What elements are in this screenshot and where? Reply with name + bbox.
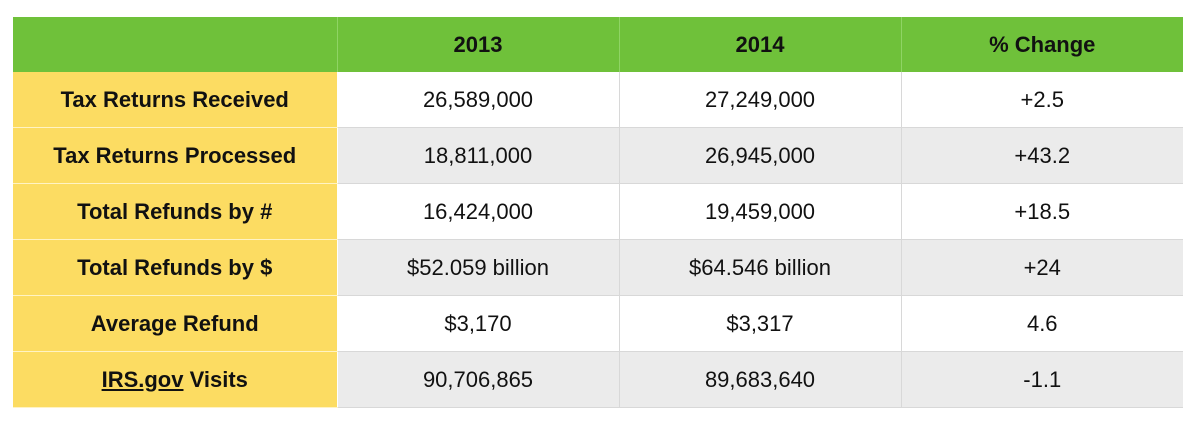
irs-statistics-table: 2013 2014 % Change Tax Returns Received … (13, 17, 1183, 408)
header-corner (13, 17, 338, 72)
table-row: IRS.gov Visits 90,706,865 89,683,640 -1.… (13, 351, 1183, 408)
cell-2014: 89,683,640 (619, 351, 902, 408)
header-row: 2013 2014 % Change (13, 17, 1183, 72)
table-row: Total Refunds by # 16,424,000 19,459,000… (13, 183, 1183, 240)
cell-2014: 27,249,000 (619, 72, 902, 128)
table-row: Total Refunds by $ $52.059 billion $64.5… (13, 239, 1183, 296)
cell-change: 4.6 (901, 295, 1183, 352)
header-2013: 2013 (337, 17, 620, 72)
cell-2014: $64.546 billion (619, 239, 902, 296)
data-table: 2013 2014 % Change Tax Returns Received … (13, 17, 1183, 408)
row-label: Tax Returns Received (13, 72, 338, 128)
cell-2013: 16,424,000 (337, 183, 620, 240)
cell-change: +2.5 (901, 72, 1183, 128)
table-row: Average Refund $3,170 $3,317 4.6 (13, 295, 1183, 352)
cell-2013: $52.059 billion (337, 239, 620, 296)
row-label: Total Refunds by # (13, 183, 338, 240)
cell-change: +18.5 (901, 183, 1183, 240)
cell-2014: $3,317 (619, 295, 902, 352)
table-row: Tax Returns Processed 18,811,000 26,945,… (13, 127, 1183, 184)
table-row: Tax Returns Received 26,589,000 27,249,0… (13, 72, 1183, 128)
cell-change: +43.2 (901, 127, 1183, 184)
row-label-rest: Visits (183, 366, 248, 392)
row-label: Total Refunds by $ (13, 239, 338, 296)
cell-2014: 26,945,000 (619, 127, 902, 184)
row-label: Average Refund (13, 295, 338, 352)
cell-change: +24 (901, 239, 1183, 296)
header-2014: 2014 (619, 17, 902, 72)
header-percent-change: % Change (901, 17, 1183, 72)
row-label: Tax Returns Processed (13, 127, 338, 184)
cell-2014: 19,459,000 (619, 183, 902, 240)
cell-2013: 18,811,000 (337, 127, 620, 184)
cell-2013: 26,589,000 (337, 72, 620, 128)
irs-gov-link[interactable]: IRS.gov (101, 366, 184, 392)
cell-2013: $3,170 (337, 295, 620, 352)
cell-2013: 90,706,865 (337, 351, 620, 408)
cell-change: -1.1 (901, 351, 1183, 408)
row-label: IRS.gov Visits (13, 351, 338, 408)
